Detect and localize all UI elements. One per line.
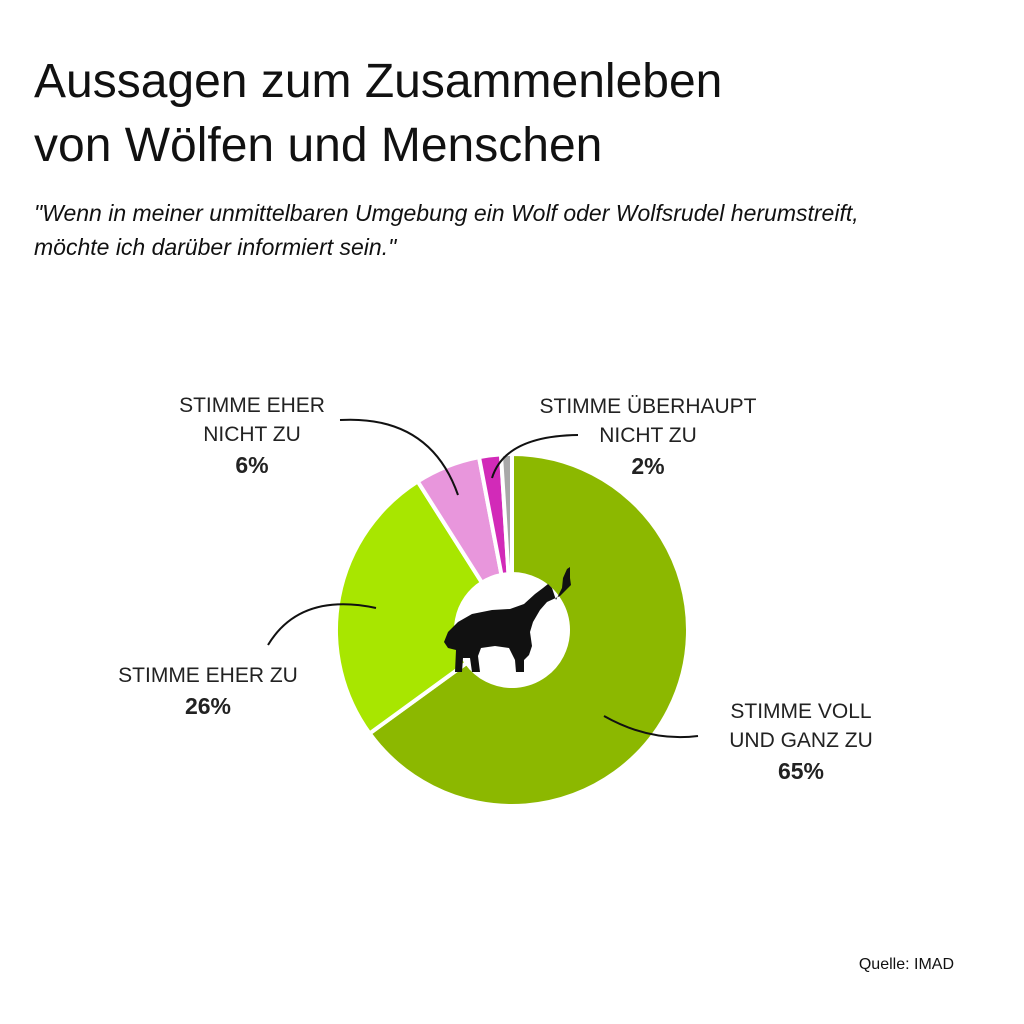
title-line-2: von Wölfen und Menschen [34,119,603,172]
label-voll-und-ganz-line-2: UND GANZ ZU [729,729,873,752]
value-voll-und-ganz: 65% [778,758,824,784]
label-eher-nicht-line-1: STIMME EHER [179,394,325,417]
chart-subtitle: "Wenn in meiner unmittelbaren Umgebung e… [34,196,994,264]
slice-keine-angabe [498,451,514,577]
source-note: Quelle: IMAD [858,956,954,973]
label-eher-nicht-line-2: NICHT ZU [203,423,301,446]
label-eher-zu-line-1: STIMME EHER ZU [118,664,298,687]
leader-line-ueberhaupt-nicht [491,434,579,479]
slice-labels: STIMME VOLL UND GANZ ZU 65% STIMME EHER ZU 2… [118,394,873,784]
leader-line-voll-und-ganz [603,715,699,739]
label-ueberhaupt-nicht-line-1: STIMME ÜBERHAUPT [539,395,756,418]
label-ueberhaupt-nicht-line-2: NICHT ZU [599,424,697,447]
leader-line-eher-nicht [339,418,459,496]
value-ueberhaupt-nicht: 2% [631,453,664,479]
leader-line-eher-zu [267,603,377,646]
wolf-howling-icon [444,567,571,672]
label-voll-und-ganz-line-1: STIMME VOLL [730,700,871,723]
subtitle-line-2: möchte ich darüber informiert sein." [34,234,397,260]
title-line-1: Aussagen zum Zusammenleben [34,55,723,108]
value-eher-nicht: 6% [235,452,268,478]
chart-title: Aussagen zum Zusammenleben von Wölfen un… [34,50,934,178]
value-eher-zu: 26% [185,693,231,719]
subtitle-line-1: "Wenn in meiner unmittelbaren Umgebung e… [34,200,859,226]
